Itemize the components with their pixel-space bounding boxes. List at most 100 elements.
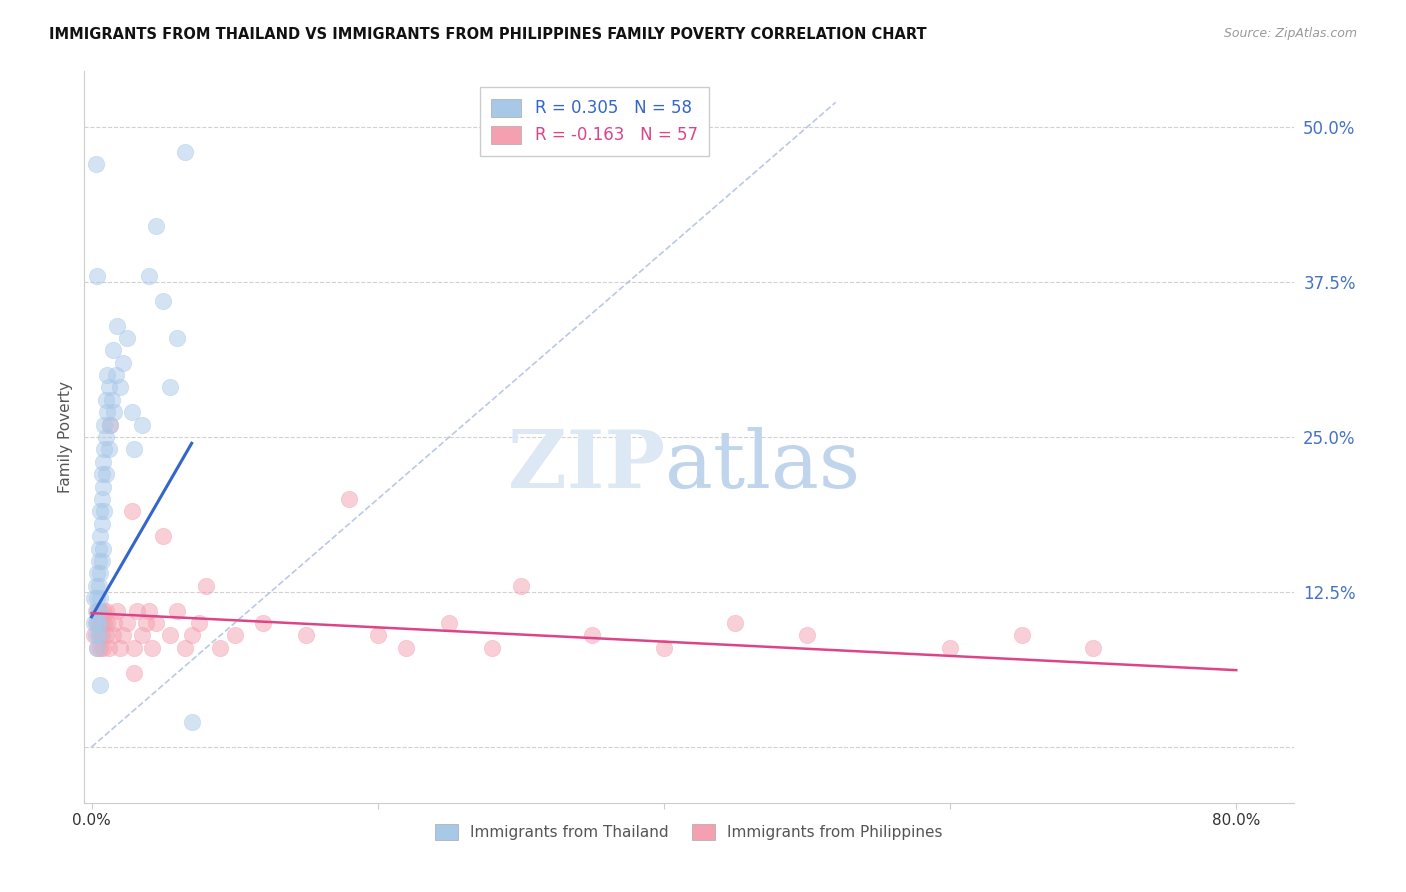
Point bbox=[101, 628, 124, 642]
Point bbox=[91, 541, 114, 556]
Point bbox=[159, 380, 181, 394]
Point bbox=[127, 604, 149, 618]
Text: atlas: atlas bbox=[665, 427, 860, 506]
Point bbox=[90, 554, 112, 568]
Point bbox=[93, 504, 115, 518]
Point bbox=[84, 615, 107, 630]
Point bbox=[89, 591, 111, 606]
Point bbox=[105, 604, 128, 618]
Point bbox=[93, 615, 115, 630]
Point bbox=[117, 615, 139, 630]
Point bbox=[90, 491, 112, 506]
Point bbox=[252, 615, 274, 630]
Point bbox=[166, 331, 188, 345]
Point bbox=[84, 157, 107, 171]
Point bbox=[187, 615, 209, 630]
Point bbox=[101, 343, 124, 358]
Point bbox=[86, 566, 108, 581]
Text: IMMIGRANTS FROM THAILAND VS IMMIGRANTS FROM PHILIPPINES FAMILY POVERTY CORRELATI: IMMIGRANTS FROM THAILAND VS IMMIGRANTS F… bbox=[49, 27, 927, 42]
Point bbox=[108, 640, 131, 655]
Point bbox=[108, 380, 131, 394]
Text: Source: ZipAtlas.com: Source: ZipAtlas.com bbox=[1223, 27, 1357, 40]
Point bbox=[159, 628, 181, 642]
Point bbox=[166, 604, 188, 618]
Point bbox=[131, 628, 153, 642]
Point bbox=[195, 579, 218, 593]
Point bbox=[87, 604, 110, 618]
Point bbox=[94, 604, 117, 618]
Point bbox=[90, 628, 112, 642]
Point bbox=[180, 715, 202, 730]
Point bbox=[105, 318, 128, 333]
Point bbox=[131, 417, 153, 432]
Point bbox=[152, 529, 174, 543]
Point bbox=[87, 615, 110, 630]
Point bbox=[124, 442, 146, 457]
Point bbox=[180, 628, 202, 642]
Point bbox=[83, 615, 105, 630]
Point bbox=[145, 219, 167, 234]
Point bbox=[173, 145, 195, 159]
Point bbox=[121, 504, 143, 518]
Point bbox=[90, 516, 112, 531]
Point bbox=[1083, 640, 1105, 655]
Point bbox=[87, 579, 110, 593]
Point bbox=[724, 615, 747, 630]
Point bbox=[209, 640, 232, 655]
Point bbox=[395, 640, 418, 655]
Point bbox=[97, 640, 120, 655]
Point bbox=[91, 640, 114, 655]
Point bbox=[103, 615, 125, 630]
Point bbox=[90, 615, 112, 630]
Point bbox=[93, 417, 115, 432]
Point bbox=[94, 430, 117, 444]
Point bbox=[96, 368, 118, 383]
Point bbox=[121, 405, 143, 419]
Point bbox=[86, 615, 108, 630]
Point bbox=[90, 467, 112, 482]
Point bbox=[87, 628, 110, 642]
Point bbox=[86, 591, 108, 606]
Point bbox=[152, 293, 174, 308]
Point bbox=[124, 640, 146, 655]
Point bbox=[86, 640, 108, 655]
Point bbox=[124, 665, 146, 680]
Point bbox=[86, 268, 108, 283]
Point bbox=[94, 392, 117, 407]
Point bbox=[91, 455, 114, 469]
Point bbox=[138, 604, 160, 618]
Point bbox=[481, 640, 503, 655]
Point bbox=[91, 604, 114, 618]
Point bbox=[89, 678, 111, 692]
Point bbox=[367, 628, 389, 642]
Point bbox=[796, 628, 818, 642]
Point bbox=[100, 392, 122, 407]
Point bbox=[93, 442, 115, 457]
Point bbox=[86, 640, 108, 655]
Point bbox=[111, 356, 134, 370]
Point bbox=[89, 566, 111, 581]
Point bbox=[145, 615, 167, 630]
Point bbox=[89, 604, 111, 618]
Point bbox=[87, 615, 110, 630]
Point bbox=[97, 380, 120, 394]
Y-axis label: Family Poverty: Family Poverty bbox=[58, 381, 73, 493]
Point bbox=[87, 554, 110, 568]
Point bbox=[91, 480, 114, 494]
Point bbox=[581, 628, 603, 642]
Point bbox=[104, 368, 127, 383]
Point bbox=[87, 541, 110, 556]
Point bbox=[84, 579, 107, 593]
Point bbox=[141, 640, 163, 655]
Legend: Immigrants from Thailand, Immigrants from Philippines: Immigrants from Thailand, Immigrants fro… bbox=[429, 818, 949, 847]
Point bbox=[138, 268, 160, 283]
Point bbox=[87, 628, 110, 642]
Point bbox=[939, 640, 962, 655]
Point bbox=[84, 628, 107, 642]
Point bbox=[98, 417, 121, 432]
Point bbox=[96, 615, 118, 630]
Point bbox=[83, 591, 105, 606]
Point bbox=[83, 628, 105, 642]
Point bbox=[97, 442, 120, 457]
Point bbox=[295, 628, 318, 642]
